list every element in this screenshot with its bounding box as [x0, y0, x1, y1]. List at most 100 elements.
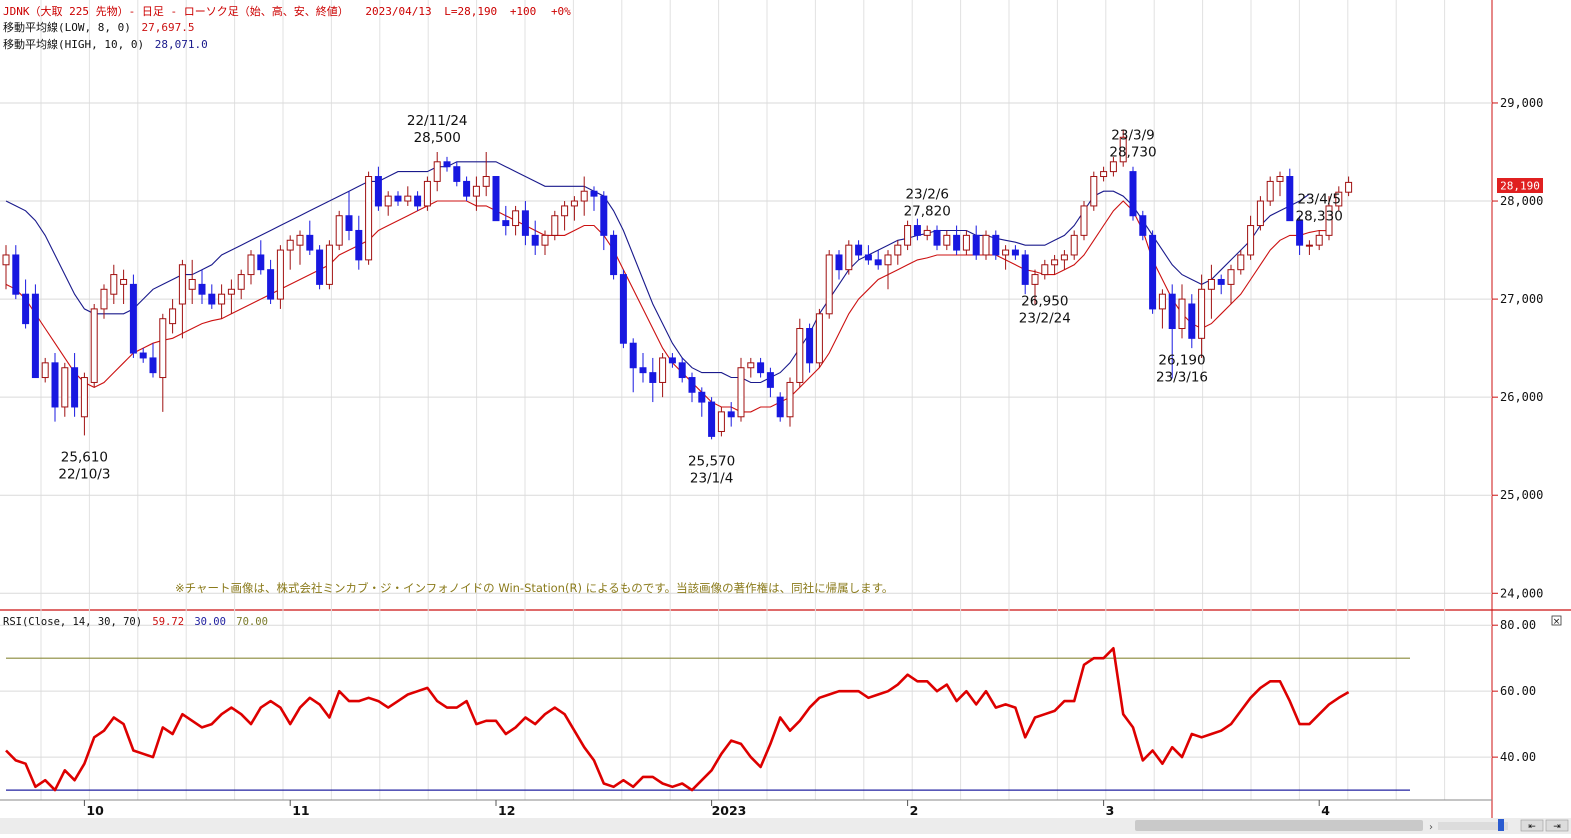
candle-down — [267, 259, 275, 304]
candle-body — [443, 161, 451, 168]
candle-down — [355, 215, 363, 270]
candle-up — [296, 230, 304, 265]
rsi-legend: RSI(Close, 14, 30, 70) 59.72 30.00 70.00 — [3, 616, 268, 628]
candle-up — [923, 225, 931, 241]
candle-up — [1266, 176, 1274, 206]
time-tick-label: 11 — [292, 803, 309, 818]
time-tick-label: 2 — [910, 803, 919, 818]
candle-body — [90, 308, 98, 383]
candle-body — [541, 234, 549, 246]
candle-up — [218, 284, 226, 319]
candle-up — [1276, 171, 1284, 197]
candle-down — [453, 161, 461, 187]
annotation-label: 23/2/6 — [905, 187, 948, 203]
price-annotation: 23/4/528,330 — [1296, 191, 1343, 224]
annotation-label: 23/4/5 — [1297, 191, 1340, 207]
candle-down — [306, 220, 314, 255]
zoom-slider-thumb[interactable] — [1498, 819, 1504, 831]
candle-down — [149, 343, 157, 378]
rsi-panel: 40.00 60.00 80.00 — [5, 618, 1536, 792]
candle-up — [404, 186, 412, 206]
candle-body — [904, 225, 912, 246]
candle-body — [1296, 220, 1304, 246]
candle-down — [590, 186, 598, 211]
candle-down — [708, 397, 716, 440]
candle-down — [1296, 215, 1304, 255]
candle-body — [1100, 171, 1108, 178]
candle-up — [1109, 156, 1117, 177]
scroll-right-icon[interactable]: › — [1429, 822, 1433, 833]
candle-down — [51, 353, 59, 422]
candle-down — [698, 387, 706, 417]
zoom-in-button[interactable] — [1545, 819, 1569, 832]
candle-up — [100, 284, 108, 319]
candle-body — [1021, 254, 1029, 285]
rsi-tick-label: 60.00 — [1500, 684, 1536, 698]
candle-body — [463, 180, 471, 197]
candle-down — [1168, 284, 1176, 379]
candle-body — [12, 254, 20, 295]
candle-body — [551, 215, 559, 236]
candle-down — [31, 284, 39, 379]
candle-up — [61, 362, 69, 417]
candle-body — [815, 313, 823, 364]
candle-body — [1080, 205, 1088, 236]
candle-body — [1315, 234, 1323, 246]
candle-body — [335, 215, 343, 246]
candle-down — [766, 367, 774, 398]
candle-body — [1247, 225, 1255, 256]
candle-body — [776, 396, 784, 418]
annotation-label: 23/1/4 — [690, 470, 733, 486]
candle-up — [1041, 259, 1049, 280]
candle-body — [747, 362, 755, 369]
candle-up — [237, 269, 245, 300]
candle-down — [757, 357, 765, 378]
candle-down — [1286, 168, 1294, 222]
candle-down — [619, 269, 627, 349]
candle-body — [2, 254, 10, 266]
candle-body — [845, 244, 853, 271]
candle-down — [198, 269, 206, 304]
candle-body — [766, 372, 774, 388]
rsi-tick-label: 40.00 — [1500, 750, 1536, 764]
candle-up — [1002, 245, 1010, 270]
horizontal-gridlines — [0, 102, 1492, 758]
candle-up — [276, 245, 284, 309]
close-panel-button[interactable] — [1551, 615, 1562, 626]
candle-down — [1011, 245, 1019, 260]
zoom-out-button[interactable] — [1520, 819, 1544, 832]
candle-up — [178, 259, 186, 339]
candle-down — [933, 225, 941, 251]
candle-body — [80, 377, 88, 418]
ma-low-label: 移動平均線(LOW, 8, 0) — [3, 20, 131, 34]
price-change-pct: +0% — [551, 5, 571, 18]
candle-down — [502, 205, 510, 236]
annotation-label: 26,950 — [1021, 293, 1068, 309]
last-price: L=28,190 — [444, 5, 497, 18]
scrollbar-thumb[interactable] — [1135, 820, 1423, 831]
candle-body — [423, 180, 431, 207]
candle-body — [1158, 293, 1166, 310]
zoom-in-icon: ⇥ — [1553, 822, 1561, 832]
candle-up — [512, 205, 520, 236]
candle-body — [629, 342, 637, 369]
zoom-slider-track[interactable] — [1438, 822, 1508, 830]
candle-up — [747, 357, 755, 378]
close-icon: × — [1553, 617, 1561, 627]
candle-body — [1109, 161, 1117, 173]
annotation-label: 28,500 — [414, 130, 461, 146]
candle-body — [414, 195, 422, 207]
candle-body — [727, 411, 735, 418]
price-change: +100 — [510, 5, 537, 18]
candle-down — [629, 338, 637, 393]
candle-up — [541, 230, 549, 255]
ma-high-value: 28,071.0 — [155, 38, 208, 51]
candle-up — [110, 264, 118, 304]
candle-up — [1325, 196, 1333, 241]
candle-body — [1188, 303, 1196, 339]
candle-body — [1129, 171, 1137, 217]
candle-down — [806, 323, 814, 373]
last-price-badge — [1497, 178, 1543, 193]
